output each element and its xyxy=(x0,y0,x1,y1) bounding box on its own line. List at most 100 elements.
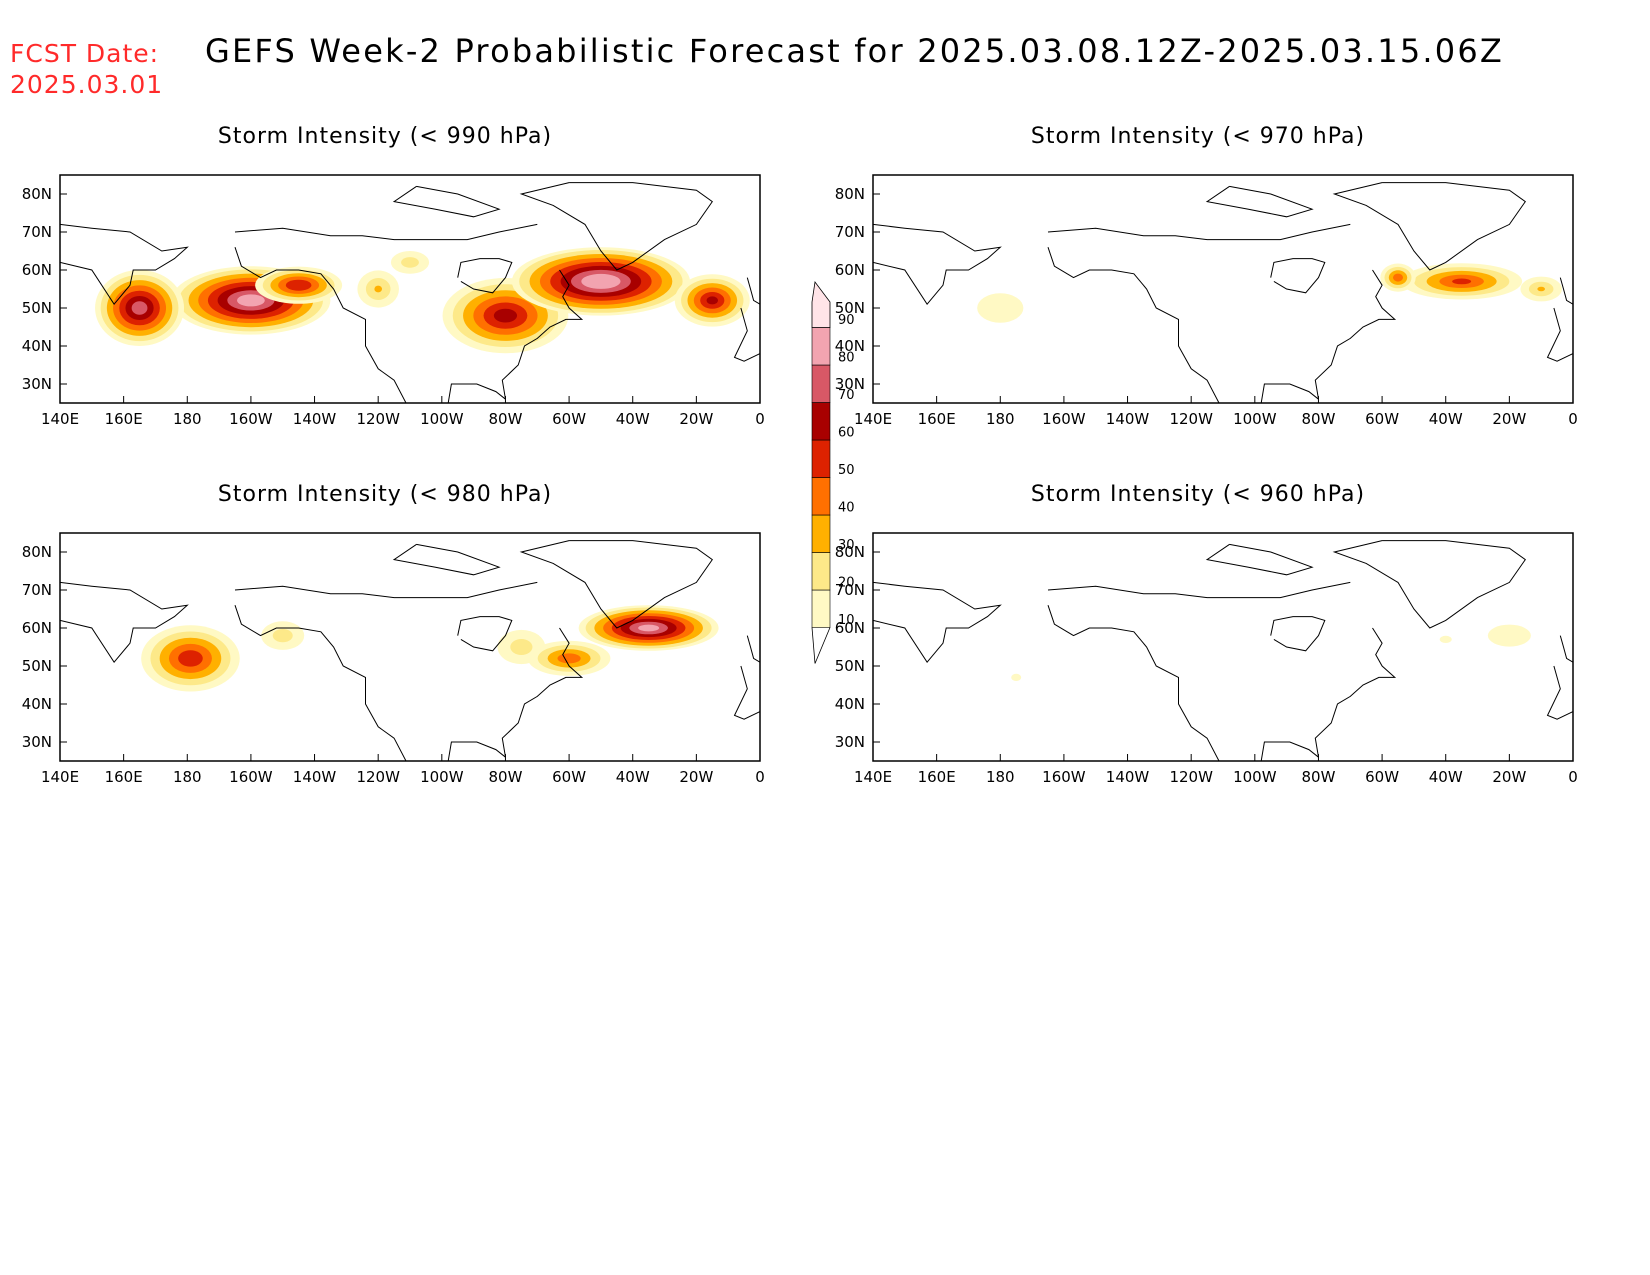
probability-contour-60 xyxy=(706,296,718,305)
probability-contour-80 xyxy=(237,294,265,307)
lat-tick-label: 40N xyxy=(835,337,865,355)
probability-contour-10 xyxy=(977,293,1024,323)
lon-tick-label: 180 xyxy=(173,410,202,428)
coastline xyxy=(1546,307,1573,362)
lon-tick-label: 40W xyxy=(616,410,650,428)
lon-tick-label: 140E xyxy=(854,768,892,786)
probability-contour-10 xyxy=(1487,624,1531,647)
fcst-date-value: 2025.03.01 xyxy=(10,70,164,99)
lon-tick-label: 20W xyxy=(679,768,713,786)
colorbar-label: 90 xyxy=(838,313,855,328)
colorbar-segment xyxy=(811,402,831,441)
colorbar-segment xyxy=(811,589,831,628)
lat-tick-label: 40N xyxy=(22,337,52,355)
coastline xyxy=(1270,258,1326,294)
coastline xyxy=(1205,185,1314,218)
probability-contour-20 xyxy=(272,629,293,643)
lon-tick-label: 100W xyxy=(1233,768,1277,786)
lon-tick-label: 160W xyxy=(229,768,273,786)
coastline xyxy=(447,741,506,761)
coastline xyxy=(1314,269,1397,400)
probability-contour-80 xyxy=(638,624,660,632)
lon-tick-label: 140W xyxy=(1106,410,1150,428)
map-frame xyxy=(872,174,1574,404)
colorbar-lower-tip xyxy=(811,627,831,664)
map-panel-980: 140E 160E 180 160W 140W 120W 100W 80W 60W 40W 20W 0… xyxy=(22,532,765,786)
lon-tick-label: 40W xyxy=(616,768,650,786)
lon-tick-label: 100W xyxy=(420,768,464,786)
colorbar-segment xyxy=(811,552,831,591)
coastline xyxy=(1047,247,1220,403)
coastline xyxy=(746,635,760,663)
lon-tick-label: 60W xyxy=(552,768,586,786)
coastline xyxy=(519,540,713,629)
coastline xyxy=(1047,581,1351,599)
colorbar-segment xyxy=(811,364,831,403)
lon-tick-label: 20W xyxy=(1492,768,1526,786)
lon-tick-label: 120W xyxy=(356,410,400,428)
lon-tick-label: 80W xyxy=(1301,768,1335,786)
coastline xyxy=(392,543,501,576)
lon-tick-label: 60W xyxy=(552,410,586,428)
coastline xyxy=(1205,543,1314,576)
lon-tick-label: 160W xyxy=(1042,410,1086,428)
lat-tick-label: 50N xyxy=(835,657,865,675)
probability-contour-80 xyxy=(581,273,621,289)
panel-title-990: Storm Intensity (< 990 hPa) xyxy=(217,124,553,149)
lon-tick-label: 80W xyxy=(488,768,522,786)
colorbar-segment xyxy=(811,439,831,478)
colorbar-segment xyxy=(811,477,831,516)
probability-contour-10 xyxy=(1439,635,1452,643)
map-panel-990: 140E 160E 180 160W 140W 120W 100W 80W 60W 40W 20W 0… xyxy=(22,174,765,428)
lon-tick-label: 120W xyxy=(356,768,400,786)
probability-contour-10 xyxy=(1011,673,1022,681)
map-frame xyxy=(59,532,761,762)
lon-tick-label: 160E xyxy=(105,410,143,428)
panel-title-980: Storm Intensity (< 980 hPa) xyxy=(217,482,553,507)
coastline xyxy=(501,627,584,758)
lat-tick-label: 30N xyxy=(835,375,865,393)
lon-tick-label: 140E xyxy=(41,410,79,428)
page-title: GEFS Week-2 Probabilistic Forecast for 2… xyxy=(205,32,1505,70)
lon-tick-label: 100W xyxy=(1233,410,1277,428)
lon-tick-label: 140E xyxy=(41,768,79,786)
lat-tick-label: 70N xyxy=(835,581,865,599)
coastline xyxy=(392,185,501,218)
lon-tick-label: 0 xyxy=(755,768,765,786)
lat-tick-label: 30N xyxy=(835,733,865,751)
lon-tick-label: 0 xyxy=(755,410,765,428)
lat-tick-label: 50N xyxy=(835,299,865,317)
coastline xyxy=(457,616,513,652)
coastline xyxy=(457,258,513,294)
coastline xyxy=(733,665,760,720)
map-frame xyxy=(872,532,1574,762)
probability-contour-30 xyxy=(374,285,382,293)
coastline xyxy=(1332,540,1526,629)
lat-tick-label: 60N xyxy=(22,619,52,637)
lat-tick-label: 30N xyxy=(22,375,52,393)
lon-tick-label: 160E xyxy=(918,768,956,786)
coastline xyxy=(519,182,713,271)
colorbar-label: 50 xyxy=(838,463,855,478)
lat-tick-label: 70N xyxy=(835,223,865,241)
probability-contour-60 xyxy=(493,308,518,323)
lon-tick-label: 20W xyxy=(679,410,713,428)
lat-tick-label: 80N xyxy=(22,543,52,561)
lon-tick-label: 160E xyxy=(918,410,956,428)
lat-tick-label: 60N xyxy=(22,261,52,279)
lat-tick-label: 40N xyxy=(835,695,865,713)
lon-tick-label: 160W xyxy=(1042,768,1086,786)
probability-contour-20 xyxy=(510,639,533,655)
map-panel-960: 140E 160E 180 160W 140W 120W 100W 80W 60W 40W 20W 0… xyxy=(835,532,1578,786)
probability-contour-50 xyxy=(285,279,312,291)
coastline xyxy=(1546,665,1573,720)
lat-tick-label: 60N xyxy=(835,619,865,637)
lat-tick-label: 30N xyxy=(22,733,52,751)
lon-tick-label: 60W xyxy=(1365,410,1399,428)
coastline xyxy=(733,307,760,362)
lat-tick-label: 80N xyxy=(835,185,865,203)
probability-contour-50 xyxy=(178,650,203,667)
coastline xyxy=(1314,627,1397,758)
lon-tick-label: 180 xyxy=(986,768,1015,786)
lon-tick-label: 180 xyxy=(986,410,1015,428)
